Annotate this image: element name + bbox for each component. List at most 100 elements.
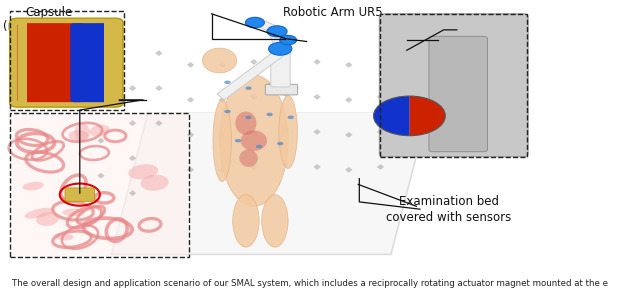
- Circle shape: [224, 81, 230, 84]
- Polygon shape: [377, 129, 384, 135]
- Text: (motor & magnet): (motor & magnet): [417, 32, 524, 45]
- Circle shape: [266, 113, 273, 116]
- Polygon shape: [218, 62, 226, 68]
- Circle shape: [224, 110, 230, 113]
- Text: The overall design and application scenario of our SMAL system, which includes a: The overall design and application scena…: [12, 279, 608, 288]
- Polygon shape: [314, 164, 321, 170]
- Polygon shape: [97, 103, 104, 109]
- Ellipse shape: [236, 112, 257, 135]
- Bar: [10, 11, 124, 110]
- Circle shape: [245, 116, 252, 119]
- Bar: [380, 14, 527, 157]
- Polygon shape: [129, 190, 136, 196]
- Text: Actuator: Actuator: [445, 18, 495, 30]
- Circle shape: [280, 35, 296, 45]
- Polygon shape: [156, 85, 163, 91]
- Polygon shape: [282, 126, 289, 132]
- Ellipse shape: [262, 195, 288, 247]
- Polygon shape: [218, 132, 226, 138]
- Polygon shape: [97, 68, 104, 74]
- FancyBboxPatch shape: [12, 114, 188, 257]
- Ellipse shape: [24, 208, 54, 219]
- Ellipse shape: [141, 175, 169, 191]
- Ellipse shape: [220, 75, 288, 206]
- Polygon shape: [250, 164, 257, 170]
- Polygon shape: [156, 50, 163, 56]
- Polygon shape: [148, 103, 428, 112]
- Polygon shape: [377, 164, 384, 170]
- Ellipse shape: [213, 100, 232, 181]
- FancyBboxPatch shape: [266, 84, 298, 95]
- Circle shape: [277, 142, 284, 145]
- Bar: [104, 21, 115, 104]
- Polygon shape: [253, 18, 275, 31]
- FancyBboxPatch shape: [380, 14, 528, 157]
- Polygon shape: [345, 167, 353, 173]
- Ellipse shape: [68, 130, 89, 141]
- Circle shape: [287, 116, 294, 119]
- Circle shape: [256, 145, 262, 148]
- Ellipse shape: [128, 164, 158, 179]
- Circle shape: [267, 26, 287, 37]
- Polygon shape: [269, 30, 292, 49]
- FancyBboxPatch shape: [271, 49, 290, 87]
- Wedge shape: [410, 96, 445, 136]
- Polygon shape: [187, 132, 194, 138]
- Polygon shape: [345, 97, 353, 103]
- FancyBboxPatch shape: [70, 23, 115, 102]
- Polygon shape: [345, 132, 353, 138]
- Circle shape: [245, 17, 264, 28]
- Ellipse shape: [241, 130, 267, 151]
- Polygon shape: [282, 56, 289, 62]
- Polygon shape: [129, 120, 136, 126]
- Text: (magnetic ring): (magnetic ring): [3, 21, 95, 33]
- Polygon shape: [187, 62, 194, 68]
- Polygon shape: [218, 97, 226, 103]
- Circle shape: [269, 42, 292, 55]
- Ellipse shape: [233, 195, 259, 247]
- Circle shape: [287, 86, 294, 90]
- Circle shape: [266, 84, 273, 87]
- Polygon shape: [187, 167, 194, 173]
- Polygon shape: [217, 47, 287, 100]
- Polygon shape: [314, 129, 321, 135]
- Polygon shape: [345, 62, 353, 68]
- Text: covered with sensors: covered with sensors: [387, 212, 511, 224]
- Ellipse shape: [89, 125, 109, 137]
- Polygon shape: [97, 173, 104, 178]
- Ellipse shape: [54, 233, 73, 241]
- Polygon shape: [250, 94, 257, 100]
- FancyBboxPatch shape: [17, 23, 84, 102]
- Polygon shape: [282, 161, 289, 167]
- Text: Robotic Arm UR5: Robotic Arm UR5: [283, 6, 383, 19]
- Polygon shape: [250, 59, 257, 65]
- Ellipse shape: [202, 48, 237, 73]
- Polygon shape: [97, 138, 104, 144]
- Ellipse shape: [279, 96, 298, 168]
- Polygon shape: [314, 59, 321, 65]
- Ellipse shape: [36, 212, 59, 226]
- Polygon shape: [129, 85, 136, 91]
- Polygon shape: [282, 91, 289, 97]
- Polygon shape: [314, 94, 321, 100]
- Ellipse shape: [75, 123, 90, 142]
- FancyBboxPatch shape: [429, 36, 488, 152]
- Bar: [17, 21, 27, 104]
- Polygon shape: [377, 94, 384, 100]
- Ellipse shape: [239, 149, 258, 167]
- Polygon shape: [218, 167, 226, 173]
- FancyBboxPatch shape: [10, 18, 123, 107]
- Bar: [10, 113, 189, 257]
- Polygon shape: [187, 97, 194, 103]
- Circle shape: [235, 139, 241, 142]
- FancyBboxPatch shape: [65, 188, 95, 201]
- Polygon shape: [250, 129, 257, 135]
- Ellipse shape: [63, 209, 84, 216]
- Polygon shape: [129, 155, 136, 161]
- Text: Examination bed: Examination bed: [399, 195, 499, 208]
- Ellipse shape: [22, 182, 44, 190]
- Polygon shape: [156, 120, 163, 126]
- Circle shape: [245, 86, 252, 90]
- Polygon shape: [111, 112, 428, 254]
- Wedge shape: [374, 96, 410, 136]
